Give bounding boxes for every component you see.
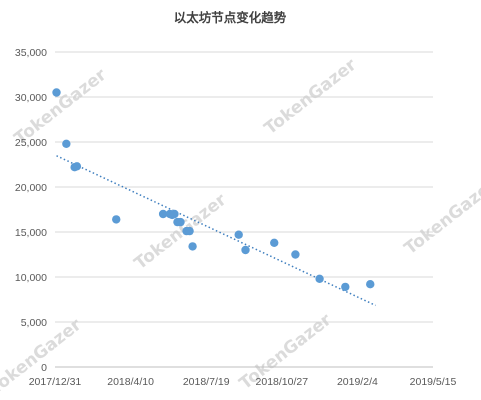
data-point [170, 209, 179, 219]
data-point [72, 162, 82, 171]
data-point [188, 242, 197, 251]
gridlines [55, 51, 433, 323]
data-point [158, 209, 168, 219]
data-point [234, 230, 243, 239]
y-tick-label: 5,000 [21, 317, 47, 329]
x-tick-label: 2018/7/19 [183, 376, 230, 388]
data-point [176, 217, 185, 227]
y-tick-label: 25,000 [15, 137, 47, 149]
data-point [241, 245, 250, 255]
x-tick-label: 2018/4/10 [107, 376, 154, 388]
data-point [185, 226, 194, 236]
data-point [52, 88, 61, 97]
y-tick-label: 35,000 [15, 47, 47, 59]
y-tick-label: 15,000 [15, 227, 47, 239]
x-tick-label: 2019/2/4 [337, 376, 378, 388]
y-tick-label: 30,000 [15, 92, 47, 104]
data-points [52, 88, 375, 292]
data-point [112, 215, 121, 224]
data-point [366, 280, 375, 289]
x-tick-label: 2017/12/31 [29, 376, 82, 388]
data-point [315, 274, 324, 283]
x-tick-labels: 2017/12/31 2018/4/10 2018/7/19 2018/10/27 20… [29, 376, 457, 388]
y-tick-label: 20,000 [15, 182, 47, 194]
y-tick-label: 10,000 [15, 272, 47, 284]
data-point [341, 282, 350, 292]
y-tick-label: 0 [41, 362, 47, 374]
data-point [62, 139, 71, 148]
trendline [56, 155, 376, 307]
data-point [270, 238, 279, 247]
y-tick-labels: 0 5,000 10,000 15,000 20,000 25,000 30,000 35,0… [15, 47, 47, 374]
x-tick-label: 2018/10/27 [256, 376, 309, 388]
x-tick-label: 2019/5/15 [410, 376, 457, 388]
data-point [291, 250, 300, 259]
chart-title: 以太坊节点变化趋势 [174, 10, 287, 25]
